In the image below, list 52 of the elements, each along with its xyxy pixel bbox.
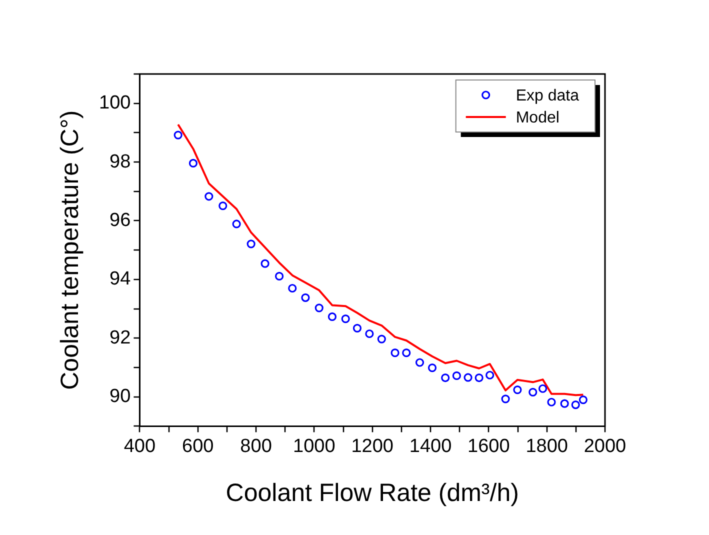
legend-label: Model — [516, 109, 560, 126]
point — [571, 400, 580, 410]
point — [218, 201, 228, 210]
point — [547, 398, 556, 406]
point — [501, 394, 510, 404]
point — [352, 324, 362, 332]
point — [402, 348, 411, 358]
point — [390, 348, 400, 358]
point — [415, 358, 424, 367]
y-tick-label: 94 — [110, 268, 132, 290]
point — [464, 373, 472, 382]
point — [377, 334, 386, 344]
point — [260, 259, 270, 268]
point — [578, 395, 588, 404]
x-tick-label: 2000 — [584, 436, 626, 457]
point — [301, 293, 310, 302]
point — [538, 384, 548, 393]
point — [428, 363, 437, 372]
point — [174, 130, 182, 140]
point — [474, 373, 484, 382]
x-tick-label: 600 — [182, 436, 214, 457]
x-tick-label: 400 — [124, 436, 156, 457]
x-axis-title: Coolant Flow Rate (dm³/h) — [226, 478, 519, 507]
y-tick-label: 98 — [110, 151, 131, 172]
x-tick-label: 1000 — [293, 436, 336, 457]
x-tick-label: 1200 — [351, 436, 394, 457]
point — [204, 192, 214, 201]
y-axis-title: Coolant temperature (C°) — [56, 110, 84, 390]
x-tick-label: 1800 — [526, 436, 568, 457]
point — [452, 371, 461, 380]
point — [341, 314, 350, 324]
y-tick-label: 90 — [110, 386, 131, 408]
point — [486, 370, 494, 380]
point — [513, 386, 522, 394]
y-tick-label: 96 — [110, 210, 131, 231]
point — [314, 304, 324, 312]
point — [288, 284, 297, 293]
point — [365, 329, 374, 338]
legend-label: Exp data — [516, 87, 580, 104]
y-tick-label: 92 — [110, 327, 131, 348]
point — [188, 158, 198, 168]
point — [232, 220, 241, 228]
y-tick-label: 100 — [99, 92, 131, 114]
x-tick-label: 1600 — [468, 436, 510, 457]
point — [560, 399, 569, 408]
x-tick-label: 1400 — [409, 436, 452, 457]
point — [246, 240, 256, 248]
point — [528, 388, 538, 396]
point — [328, 312, 337, 322]
point — [441, 373, 450, 382]
point — [274, 272, 284, 281]
x-tick-label: 800 — [240, 436, 272, 457]
